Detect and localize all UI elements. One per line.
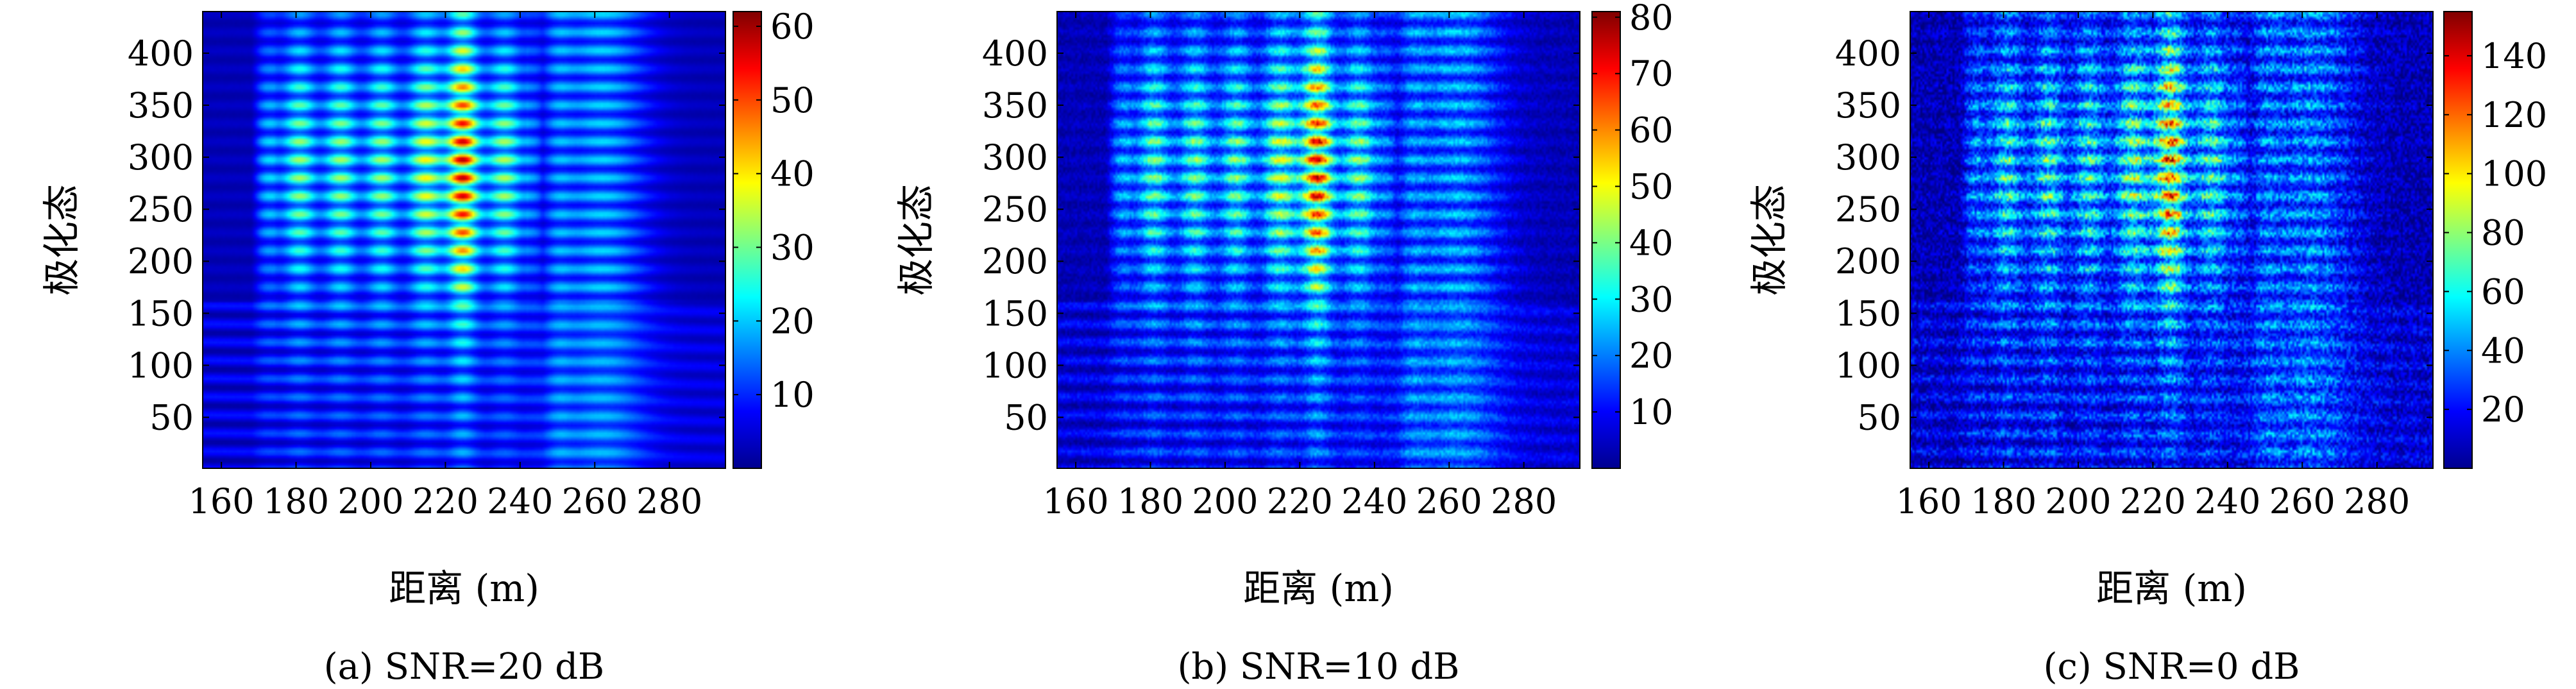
heatmap-image bbox=[1057, 12, 1580, 468]
y-tick-label: 400 bbox=[982, 33, 1048, 74]
y-tick-label: 200 bbox=[1835, 241, 1901, 282]
x-tick-label: 200 bbox=[1192, 481, 1258, 522]
x-tick-label: 280 bbox=[1491, 481, 1557, 522]
axes-frame bbox=[202, 11, 726, 469]
heatmap-image bbox=[203, 12, 725, 468]
x-tick-label: 220 bbox=[1267, 481, 1333, 522]
chart-panel: 160 180 200 220 240 260 2805010015020025030035… bbox=[40, 6, 815, 688]
colorbar-tick-label: 40 bbox=[1629, 223, 1674, 263]
y-tick-label: 400 bbox=[128, 33, 194, 74]
x-tick-label: 220 bbox=[2120, 481, 2186, 522]
y-axis-label: 极化态 bbox=[1747, 184, 1791, 296]
colorbar-tick-label: 60 bbox=[770, 6, 815, 47]
x-tick-label: 240 bbox=[2194, 481, 2260, 522]
colorbar-tick-label: 50 bbox=[770, 80, 815, 121]
chart-panel: 160 180 200 220 240 260 2805010015020025030035… bbox=[894, 0, 1674, 688]
colorbar-tick-label: 20 bbox=[2481, 389, 2525, 430]
x-axis-label: 距离 (m) bbox=[389, 566, 539, 610]
y-tick-label: 100 bbox=[128, 345, 194, 386]
colorbar-tick-label: 100 bbox=[2481, 154, 2547, 194]
y-tick-label: 250 bbox=[128, 189, 194, 230]
x-tick-label: 160 bbox=[1896, 481, 1962, 522]
y-tick-label: 250 bbox=[1835, 189, 1901, 230]
colorbar-tick-label: 60 bbox=[2481, 271, 2525, 312]
colorbar-tick-label: 10 bbox=[770, 375, 815, 415]
x-tick-label: 260 bbox=[1416, 481, 1482, 522]
colorbar-frame bbox=[733, 11, 762, 469]
y-tick-label: 350 bbox=[128, 85, 194, 126]
colorbar-frame bbox=[2443, 11, 2473, 469]
y-tick-label: 300 bbox=[982, 137, 1048, 178]
colorbar-tick-label: 60 bbox=[1629, 110, 1674, 151]
x-tick-label: 240 bbox=[1341, 481, 1407, 522]
y-tick-label: 350 bbox=[982, 85, 1048, 126]
y-tick-label: 100 bbox=[1835, 345, 1901, 386]
y-tick-label: 100 bbox=[982, 345, 1048, 386]
colorbar-tick-label: 120 bbox=[2481, 95, 2547, 135]
x-tick-label: 160 bbox=[189, 481, 255, 522]
heatmap-image bbox=[1910, 12, 2433, 468]
y-tick-label: 400 bbox=[1835, 33, 1901, 74]
y-tick-label: 300 bbox=[1835, 137, 1901, 178]
x-tick-label: 200 bbox=[2045, 481, 2111, 522]
x-tick-label: 260 bbox=[2269, 481, 2335, 522]
y-tick-label: 50 bbox=[1857, 398, 1901, 438]
x-tick-label: 200 bbox=[337, 481, 403, 522]
y-tick-label: 50 bbox=[1004, 398, 1048, 438]
colorbar-tick-label: 80 bbox=[1629, 0, 1674, 38]
colorbar-tick-label: 70 bbox=[1629, 54, 1674, 94]
x-tick-label: 180 bbox=[1117, 481, 1183, 522]
y-axis-label: 极化态 bbox=[894, 184, 938, 296]
x-axis-label: 距离 (m) bbox=[1243, 566, 1394, 610]
axes-frame bbox=[1910, 11, 2434, 469]
y-tick-label: 150 bbox=[1835, 293, 1901, 334]
colorbar-tick-label: 30 bbox=[1629, 279, 1674, 319]
colorbar bbox=[1592, 12, 1620, 468]
x-tick-label: 280 bbox=[636, 481, 702, 522]
axes-frame bbox=[1056, 11, 1580, 469]
colorbar bbox=[733, 12, 761, 468]
y-tick-label: 300 bbox=[128, 137, 194, 178]
x-tick-label: 220 bbox=[412, 481, 479, 522]
y-axis-label: 极化态 bbox=[40, 184, 83, 296]
panel-caption: (a) SNR=20 dB bbox=[324, 646, 604, 688]
y-tick-label: 150 bbox=[128, 293, 194, 334]
y-tick-label: 50 bbox=[149, 398, 194, 438]
chart-panel: 160 180 200 220 240 260 2805010015020025030035… bbox=[1747, 11, 2547, 688]
y-tick-label: 250 bbox=[982, 189, 1048, 230]
x-tick-label: 180 bbox=[1970, 481, 2037, 522]
x-tick-label: 280 bbox=[2344, 481, 2410, 522]
panel-caption: (c) SNR=0 dB bbox=[2044, 646, 2300, 688]
x-tick-label: 180 bbox=[263, 481, 329, 522]
colorbar-tick-label: 40 bbox=[770, 154, 815, 194]
colorbar-frame bbox=[1591, 11, 1621, 469]
x-tick-label: 260 bbox=[562, 481, 628, 522]
colorbar-tick-label: 20 bbox=[1629, 336, 1674, 376]
colorbar-tick-label: 10 bbox=[1629, 392, 1674, 432]
y-tick-label: 350 bbox=[1835, 85, 1901, 126]
x-tick-label: 240 bbox=[487, 481, 553, 522]
y-tick-label: 200 bbox=[128, 241, 194, 282]
colorbar-tick-label: 40 bbox=[2481, 330, 2525, 371]
colorbar bbox=[2444, 12, 2472, 468]
colorbar-tick-label: 140 bbox=[2481, 36, 2547, 76]
colorbar-tick-label: 20 bbox=[770, 301, 815, 341]
panel-caption: (b) SNR=10 dB bbox=[1178, 646, 1460, 688]
colorbar-tick-label: 50 bbox=[1629, 166, 1674, 207]
colorbar-tick-label: 80 bbox=[2481, 213, 2525, 253]
x-axis-label: 距离 (m) bbox=[2096, 566, 2247, 610]
y-tick-label: 200 bbox=[982, 241, 1048, 282]
y-tick-label: 150 bbox=[982, 293, 1048, 334]
x-tick-label: 160 bbox=[1043, 481, 1109, 522]
colorbar-tick-label: 30 bbox=[770, 227, 815, 268]
